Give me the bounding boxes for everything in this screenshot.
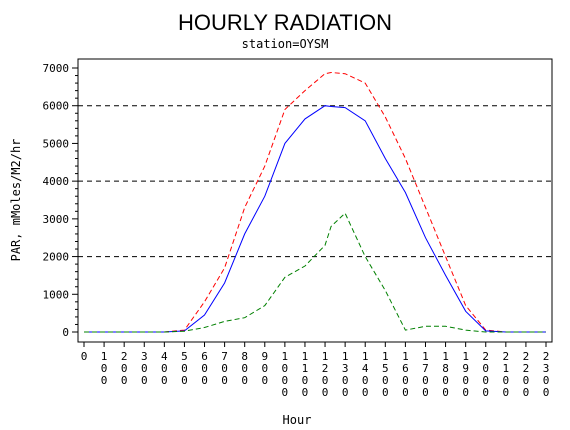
series-line-3 — [84, 212, 546, 333]
x-tick-label: 0 — [81, 350, 88, 363]
chart-title: HOURLY RADIATION — [178, 10, 392, 35]
y-axis-label: PAR, mMoles/M2/hr — [9, 139, 23, 262]
series-line-1 — [84, 71, 546, 333]
y-axis: 0 1000 2000 3000 4000 5000 6000 7000 — [43, 62, 78, 339]
y-tick-label: 5000 — [43, 137, 70, 150]
series-group — [84, 71, 546, 333]
y-tick-label: 0 — [62, 326, 69, 339]
y-tick-label: 3000 — [43, 213, 70, 226]
y-tick-label: 1000 — [43, 288, 70, 301]
y-tick-label: 6000 — [43, 100, 70, 113]
series-line-2 — [84, 105, 546, 333]
y-tick-label: 2000 — [43, 251, 70, 264]
chart-subtitle: station=OYSM — [242, 37, 329, 51]
x-axis-label: Hour — [283, 413, 312, 427]
y-tick-label: 4000 — [43, 175, 70, 188]
plot-frame — [77, 58, 553, 343]
reference-lines — [78, 105, 552, 258]
x-axis: 0 1 0 0 2 0 0 3 0 0 4 0 0 5 0 0 6 0 0 7 0 0 8 0 0 9 0 0 1 0 0 0 1 1 0 0 1 2 0 0… — [81, 342, 550, 399]
y-tick-label: 7000 — [43, 62, 70, 75]
